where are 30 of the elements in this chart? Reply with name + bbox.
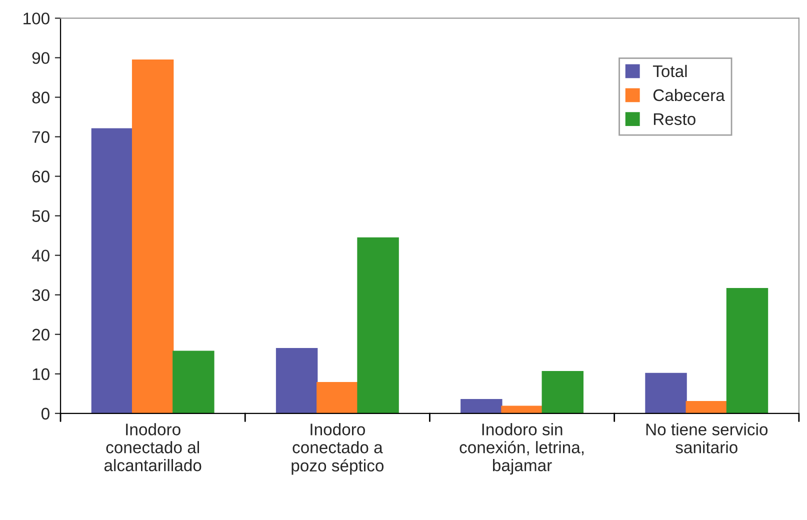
legend-label: Cabecera	[653, 88, 725, 102]
bar	[316, 382, 358, 414]
legend-label: Total	[652, 64, 687, 78]
bar	[172, 350, 214, 414]
x-tick-label: Inodoro conectado a pozo séptico	[292, 423, 384, 475]
y-tick-label: 0	[41, 408, 50, 420]
bar	[645, 372, 687, 414]
y-tick-label: 40	[32, 250, 50, 262]
legend-label: Resto	[654, 113, 696, 126]
bar	[91, 128, 134, 414]
x-tick-label: Inodoro conectado al alcantarillado	[104, 423, 202, 472]
y-tick-label: 90	[32, 52, 50, 64]
bar	[726, 288, 768, 414]
y-tick-label: 20	[32, 328, 50, 341]
y-tick-label: 70	[32, 131, 50, 143]
bar	[542, 370, 584, 414]
bar	[132, 60, 174, 414]
bar	[686, 400, 728, 414]
x-tick-label: Inodoro sin conexión, letrina, bajamar	[460, 423, 584, 475]
y-tick-label: 80	[32, 92, 50, 104]
y-tick-label: 100	[24, 12, 50, 24]
x-tick-label: No tiene servicio sanitario	[646, 423, 768, 454]
y-tick-label: 50	[32, 210, 50, 222]
y-tick-label: 60	[32, 170, 50, 182]
bar	[357, 237, 399, 414]
bar	[276, 348, 318, 414]
y-tick-label: 30	[32, 289, 50, 302]
bar	[501, 406, 543, 414]
y-tick-label: 10	[32, 368, 50, 380]
bar	[460, 399, 502, 414]
